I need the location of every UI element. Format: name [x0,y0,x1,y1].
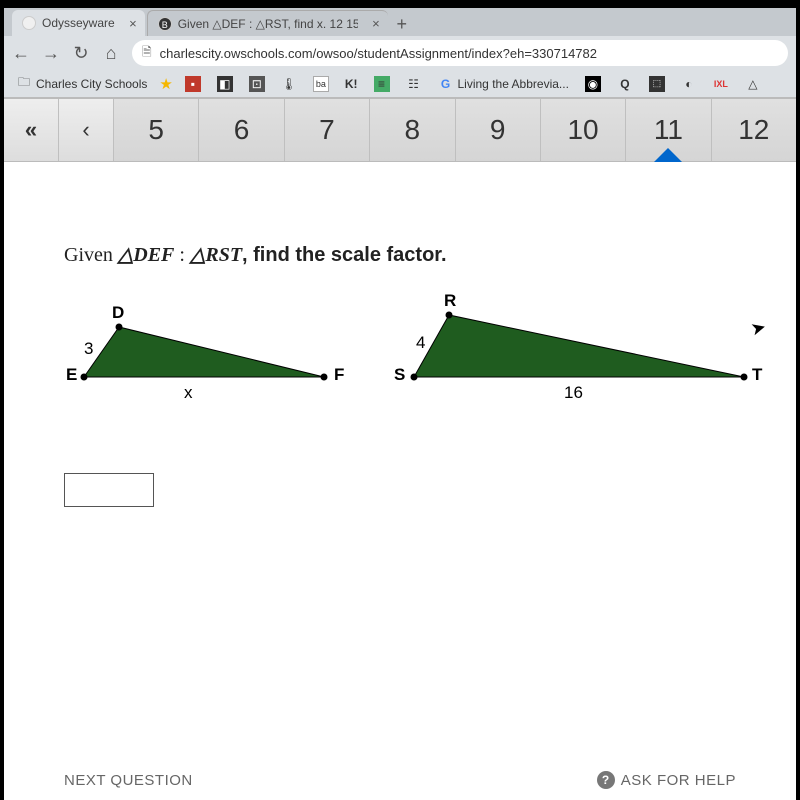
tab-odysseyware[interactable]: Odysseyware × [12,10,145,36]
bookmark-item[interactable]: ▪ [181,74,205,94]
bookmark-item[interactable]: Q [613,74,637,94]
page-content: « ‹ 5 6 7 8 9 10 11 12 Given △DEF : △RST… [4,98,796,800]
tab-assignment[interactable]: B Given △DEF : △RST, find x. 12 15 × [147,10,388,36]
bookmark-item[interactable]: ⬚ [645,74,669,94]
pager-8[interactable]: 8 [370,99,455,161]
diagram: D E F 3 x R S T 4 16 [64,297,756,457]
pager-7[interactable]: 7 [285,99,370,161]
reload-button[interactable]: ↻ [72,43,90,64]
label-t: T [752,365,762,385]
triangle-def [84,327,324,377]
bookmark-icon: Q [617,76,633,92]
bookmark-icon: △ [745,76,761,92]
pager-prev[interactable]: ‹ [59,99,114,161]
bookmark-charles-city[interactable]: 🗀 Charles City Schools [12,74,151,94]
bookmark-bar: 🗀 Charles City Schools ★ ▪ ◧ ⊡ 🌡 ba K! ≡… [4,70,796,98]
question-pager: « ‹ 5 6 7 8 9 10 11 12 [4,98,796,162]
bookmark-item[interactable]: ◧ [213,74,237,94]
pager-11[interactable]: 11 [626,99,711,161]
close-icon[interactable]: × [372,16,380,31]
triangle-rst [414,315,744,377]
back-button[interactable]: ← [12,43,30,64]
label-de: 3 [84,339,93,359]
tab-title: Given △DEF : △RST, find x. 12 15 [178,17,358,31]
address-bar: ← → ↻ ⌂ 🗎 charlescity.owschools.com/owso… [4,36,796,70]
label-st: 16 [564,383,583,403]
bookmark-item[interactable]: ◐ [677,74,701,94]
ask-for-help-button[interactable]: ? ASK FOR HELP [597,771,736,789]
label-f: F [334,365,344,385]
bookmark-item[interactable]: ⊡ [245,74,269,94]
bookmark-icon: ◧ [217,76,233,92]
label-rs: 4 [416,333,425,353]
bookmark-google[interactable]: GLiving the Abbrevia... [434,74,573,94]
bookmark-item[interactable]: ☷ [402,74,426,94]
bookmark-icon: ☷ [406,76,422,92]
bookmark-icon: 🌡 [281,76,297,92]
google-icon: G [438,76,454,92]
url-input[interactable]: 🗎 charlescity.owschools.com/owsoo/studen… [132,40,788,66]
bookmark-kahoot[interactable]: K! [341,75,362,93]
forward-button[interactable]: → [42,43,60,64]
bookmark-icon: ◉ [585,76,601,92]
bookmark-icon: ≡ [374,76,390,92]
bookmark-icon: ⊡ [249,76,265,92]
folder-icon: 🗀 [16,76,32,92]
url-text: charlescity.owschools.com/owsoo/studentA… [160,46,597,61]
bookmark-item[interactable]: ◉ [581,74,605,94]
bookmark-item[interactable]: △ [741,74,765,94]
pager-10[interactable]: 10 [541,99,626,161]
question-area: Given △DEF : △RST, find the scale factor… [4,162,796,527]
bookmark-icon: IXL [713,76,729,92]
home-button[interactable]: ⌂ [102,43,120,64]
next-question-button[interactable]: NEXT QUESTION [64,772,193,789]
pager-9[interactable]: 9 [456,99,541,161]
favicon-icon: B [158,17,172,31]
label-s: S [394,365,405,385]
bookmark-item[interactable]: ba [309,74,333,94]
bottom-bar: NEXT QUESTION ? ASK FOR HELP [4,760,796,800]
bookmark-item[interactable]: IXL [709,74,733,94]
bookmark-icon: ◐ [681,76,697,92]
label-ef: x [184,383,193,403]
bookmark-icon: ⬚ [649,76,665,92]
question-text: Given △DEF : △RST, find the scale factor… [64,242,756,267]
bookmark-item[interactable]: ≡ [370,74,394,94]
bookmark-icon: ba [313,76,329,92]
label-d: D [112,303,124,323]
favicon-icon [22,16,36,30]
label-e: E [66,365,77,385]
help-icon: ? [597,771,615,789]
new-tab-button[interactable]: + [390,12,414,36]
bookmark-item[interactable]: 🌡 [277,74,301,94]
tab-title: Odysseyware [42,16,115,30]
star-icon[interactable]: ★ [159,75,172,93]
close-icon[interactable]: × [129,16,137,31]
pager-5[interactable]: 5 [114,99,199,161]
site-info-icon: 🗎 [142,43,152,64]
pager-first[interactable]: « [4,99,59,161]
label-r: R [444,291,456,311]
pager-6[interactable]: 6 [199,99,284,161]
pager-12[interactable]: 12 [712,99,796,161]
answer-input[interactable] [64,473,154,507]
bookmark-icon: ▪ [185,76,201,92]
tab-strip: Odysseyware × B Given △DEF : △RST, find … [4,8,796,36]
